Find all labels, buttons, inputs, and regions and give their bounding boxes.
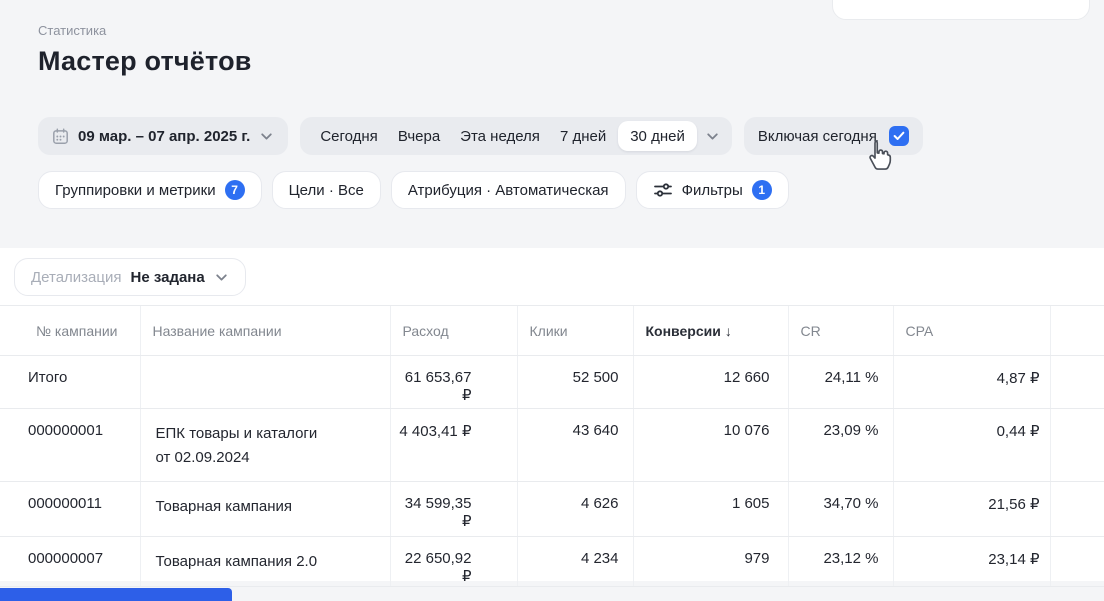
attribution-button[interactable]: Атрибуция · Автоматическая — [390, 171, 626, 209]
preset-30-days-selected[interactable]: 30 дней — [618, 121, 697, 151]
preset-yesterday[interactable]: Вчера — [397, 127, 441, 145]
campaign-id: 000000007 — [0, 536, 140, 587]
cell-conversions: 1 605 — [632, 481, 788, 537]
page-title: Мастер отчётов — [38, 46, 252, 76]
total-label: Итого — [0, 355, 140, 409]
campaign-name: Товарная кампания — [139, 481, 390, 537]
top-right-cutoff-panel — [832, 0, 1090, 20]
chevron-down-icon — [214, 270, 229, 285]
cell-conversions: 10 076 — [632, 408, 788, 482]
attribution-label: Атрибуция · Автоматическая — [407, 181, 609, 199]
filter-row-period: 09 мар. – 07 апр. 2025 г. Сегодня Вчера … — [38, 117, 923, 155]
column-header-empty — [1049, 305, 1104, 356]
campaign-id: 000000011 — [0, 481, 140, 537]
column-header-cpa[interactable]: CPA — [892, 305, 1050, 356]
total-cr: 24,11 % — [787, 355, 893, 409]
groupings-metrics-button[interactable]: Группировки и метрики 7 — [38, 171, 262, 209]
breadcrumb: Статистика — [38, 23, 107, 38]
chevron-down-icon — [259, 129, 274, 144]
table-row: 000000011 Товарная кампания 34 599,35 ₽ … — [0, 481, 1104, 537]
include-today-toggle[interactable]: Включая сегодня — [743, 117, 923, 155]
filter-row-settings: Группировки и метрики 7 Цели · Все Атриб… — [38, 171, 789, 209]
filters-label: Фильтры — [681, 181, 743, 199]
column-header-clicks[interactable]: Клики — [516, 305, 633, 356]
filters-count-badge: 1 — [751, 180, 772, 200]
cell-cpa: 23,14 ₽ — [892, 536, 1050, 587]
cell-cpa: 0,44 ₽ — [892, 408, 1050, 482]
detalization-selector[interactable]: Детализация Не задана — [14, 258, 246, 296]
cell-clicks: 4 234 — [516, 536, 633, 587]
bottom-action-button-cutoff[interactable] — [0, 588, 232, 601]
column-header-campaign-name[interactable]: Название кампании — [139, 305, 390, 356]
checkbox-checked-icon[interactable] — [888, 126, 909, 146]
table-row: 000000001 ЕПК товары и каталоги от 02.09… — [0, 408, 1104, 482]
cell-clicks: 43 640 — [516, 408, 633, 482]
detalization-value: Не задана — [130, 268, 205, 286]
preset-this-week[interactable]: Эта неделя — [460, 127, 540, 145]
column-header-spend[interactable]: Расход — [389, 305, 517, 356]
calendar-icon — [52, 128, 69, 145]
campaign-name: Товарная кампания 2.0 — [139, 536, 390, 587]
preset-today[interactable]: Сегодня — [320, 127, 378, 145]
groupings-count-badge: 7 — [224, 180, 245, 200]
chevron-down-icon[interactable] — [705, 129, 720, 144]
campaign-id: 000000001 — [0, 408, 140, 482]
period-presets-group: Сегодня Вчера Эта неделя 7 дней 30 дней — [300, 117, 732, 155]
cell-clicks: 4 626 — [516, 481, 633, 537]
sort-desc-arrow-icon: ↓ — [724, 322, 732, 339]
date-range-label: 09 мар. – 07 апр. 2025 г. — [78, 127, 251, 145]
total-clicks: 52 500 — [516, 355, 633, 409]
column-header-cr[interactable]: CR — [787, 305, 893, 356]
cell-cr: 23,12 % — [787, 536, 893, 587]
detalization-label: Детализация — [31, 268, 122, 286]
goals-button[interactable]: Цели · Все — [271, 171, 381, 209]
date-range-picker[interactable]: 09 мар. – 07 апр. 2025 г. — [38, 117, 289, 155]
cell-cpa: 21,56 ₽ — [892, 481, 1050, 537]
stats-table: № кампании Название кампании Расход Клик… — [0, 305, 1104, 587]
cell-conversions: 979 — [632, 536, 788, 587]
table-header-row: № кампании Название кампании Расход Клик… — [0, 305, 1104, 356]
include-today-label: Включая сегодня — [757, 127, 877, 145]
groupings-metrics-label: Группировки и метрики — [55, 181, 216, 199]
filters-button[interactable]: Фильтры 1 — [635, 171, 789, 209]
total-conversions: 12 660 — [632, 355, 788, 409]
cell-spend: 34 599,35 ₽ — [389, 481, 517, 537]
table-total-row: Итого 61 653,67 ₽ 52 500 12 660 24,11 % … — [0, 355, 1104, 409]
cell-cr: 34,70 % — [787, 481, 893, 537]
total-cpa: 4,87 ₽ — [892, 355, 1050, 409]
cell-spend: 4 403,41 ₽ — [389, 408, 517, 482]
table-row: 000000007 Товарная кампания 2.0 22 650,9… — [0, 536, 1104, 587]
cell-cr: 23,09 % — [787, 408, 893, 482]
goals-label: Цели · Все — [288, 181, 364, 199]
column-header-campaign-id[interactable]: № кампании — [0, 305, 140, 356]
sliders-icon — [653, 181, 673, 199]
preset-7-days[interactable]: 7 дней — [559, 127, 607, 145]
campaign-name: ЕПК товары и каталоги от 02.09.2024 — [139, 408, 390, 482]
column-header-conversions-sorted[interactable]: Конверсии ↓ — [632, 305, 788, 356]
total-spend: 61 653,67 ₽ — [389, 355, 517, 409]
cell-spend: 22 650,92 ₽ — [389, 536, 517, 587]
